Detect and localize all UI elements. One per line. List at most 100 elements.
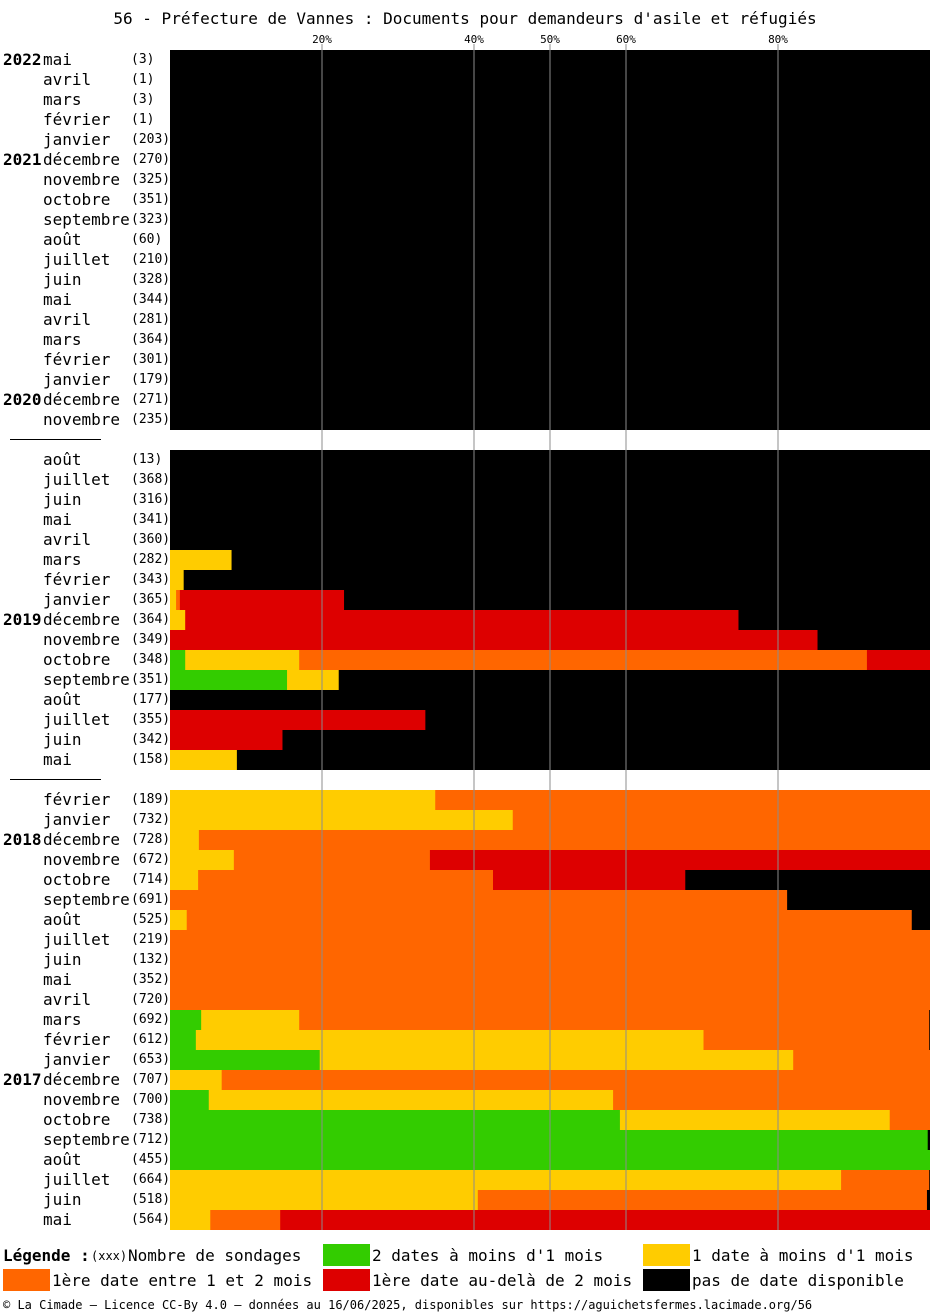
year-label: 2017 <box>3 1070 42 1089</box>
legend-label-black: pas de date disponible <box>692 1271 904 1290</box>
bar-segment-y <box>208 1090 614 1110</box>
count-label: (323) <box>131 212 171 227</box>
bar-segment-y <box>170 570 185 590</box>
count-label: (720) <box>131 992 171 1007</box>
count-label: (348) <box>131 652 171 667</box>
year-label: 2022 <box>3 50 42 69</box>
x-tick-label: 80% <box>768 33 788 46</box>
bar-segment-y <box>170 830 200 850</box>
x-tick-label: 60% <box>616 33 636 46</box>
count-label: (344) <box>131 292 171 307</box>
group-separator <box>10 779 101 780</box>
month-label: janvier <box>43 590 111 609</box>
bar-segment-b <box>282 730 930 750</box>
bar-segment-g <box>170 1050 321 1070</box>
count-label: (612) <box>131 1032 171 1047</box>
bar-segment-o <box>186 910 913 930</box>
bar-segment-r <box>493 870 686 890</box>
month-label: février <box>43 110 111 129</box>
count-label: (179) <box>131 372 171 387</box>
count-label: (352) <box>131 972 171 987</box>
bar-segment-b <box>344 590 930 610</box>
month-label: novembre <box>43 630 121 649</box>
month-label: septembre <box>43 670 130 689</box>
count-label: (707) <box>131 1072 171 1087</box>
bar-segment-r <box>429 850 930 870</box>
bar-segment-o <box>841 1170 930 1190</box>
count-label: (342) <box>131 732 171 747</box>
bar-segment-y <box>170 610 186 630</box>
legend-label-yellow: 1 date à moins d'1 mois <box>692 1246 914 1265</box>
bar-segment-r <box>185 610 739 630</box>
footer-credits: © La Cimade — Licence CC-By 4.0 — donnée… <box>3 1298 813 1312</box>
count-label: (355) <box>131 712 171 727</box>
count-label: (301) <box>131 352 171 367</box>
bar-segment-b <box>338 670 930 690</box>
count-label: (728) <box>131 832 171 847</box>
bar-segment-b <box>738 610 930 630</box>
bar-segment-o <box>512 810 930 830</box>
month-label: mai <box>43 1210 72 1229</box>
count-label: (328) <box>131 272 171 287</box>
bar-segment-o <box>170 890 788 910</box>
month-label: mai <box>43 510 72 529</box>
month-label: avril <box>43 310 92 329</box>
bar-segment-o <box>703 1030 930 1050</box>
count-label: (341) <box>131 512 171 527</box>
legend-swatch-black <box>643 1269 690 1291</box>
count-label: (664) <box>131 1172 171 1187</box>
month-label: juin <box>43 730 82 749</box>
count-label: (368) <box>131 472 171 487</box>
count-label: (525) <box>131 912 171 927</box>
bar-segment-o <box>477 1190 928 1210</box>
bar-segment-g <box>170 1110 621 1130</box>
count-label: (360) <box>131 532 171 547</box>
bar-segment-b <box>685 870 930 890</box>
count-label: (712) <box>131 1132 171 1147</box>
bar-segment-o <box>221 1070 930 1090</box>
month-label: décembre <box>43 1070 121 1089</box>
bar-segment-y <box>170 790 436 810</box>
bar-segment-y <box>170 1070 223 1090</box>
year-label: 2021 <box>3 150 42 169</box>
bar-segment-g <box>170 1010 202 1030</box>
bar-segment-b <box>926 1190 930 1210</box>
legend-swatch-yellow <box>643 1244 690 1266</box>
count-label: (365) <box>131 592 171 607</box>
group-separator <box>10 439 101 440</box>
count-label: (271) <box>131 392 171 407</box>
count-label: (700) <box>131 1092 171 1107</box>
x-tick-label: 40% <box>464 33 484 46</box>
count-label: (189) <box>131 792 171 807</box>
month-label: janvier <box>43 130 111 149</box>
legend-count-label: Nombre de sondages <box>128 1246 302 1265</box>
count-label: (3) <box>131 52 155 67</box>
bar-segment-o <box>299 1010 930 1030</box>
month-label: janvier <box>43 1050 111 1069</box>
month-label: mai <box>43 50 72 69</box>
x-tick-label: 20% <box>312 33 332 46</box>
bar-segment-y <box>170 750 238 770</box>
bar-segment-y <box>170 910 188 930</box>
month-label: novembre <box>43 170 121 189</box>
count-label: (672) <box>131 852 171 867</box>
month-label: janvier <box>43 810 111 829</box>
count-label: (732) <box>131 812 171 827</box>
bar-segment-o <box>198 870 494 890</box>
month-label: juin <box>43 950 82 969</box>
bar-segment-o <box>233 850 431 870</box>
month-label: août <box>43 910 82 929</box>
month-label: mars <box>43 90 82 109</box>
bar-segment-o <box>435 790 930 810</box>
bar-segment-b <box>183 570 930 590</box>
month-label: septembre <box>43 1130 130 1149</box>
month-label: octobre <box>43 650 111 669</box>
month-label: juillet <box>43 930 111 949</box>
month-label: octobre <box>43 190 111 209</box>
month-label: février <box>43 1030 111 1049</box>
bar-segment-y <box>319 1050 794 1070</box>
bar-segment-g <box>170 1030 197 1050</box>
bar-segment-b <box>817 630 930 650</box>
legend-title: Légende : <box>3 1246 90 1265</box>
month-label: août <box>43 1150 82 1169</box>
